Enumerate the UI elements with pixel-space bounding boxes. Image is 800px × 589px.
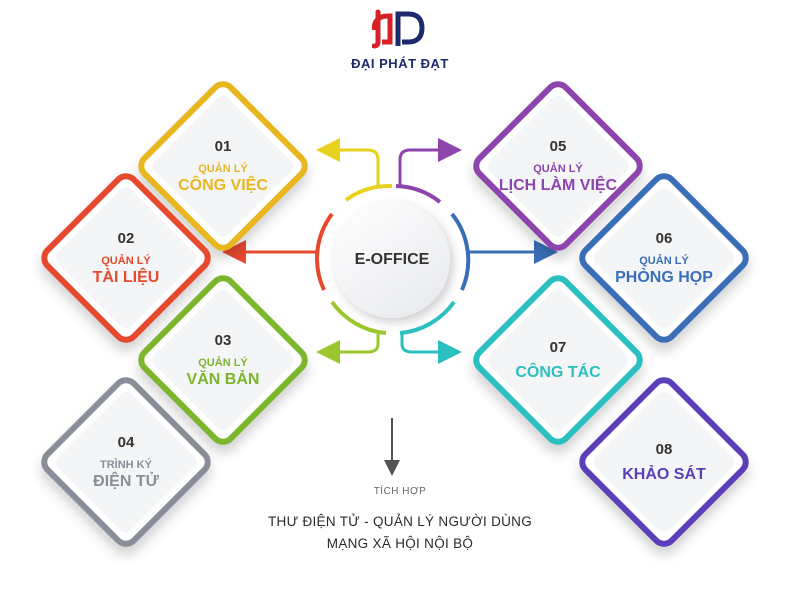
brand-name: ĐẠI PHÁT ĐẠT [351,56,449,71]
arrow-to-05 [398,138,462,186]
module-title: LỊCH LÀM VIỆC [498,176,618,194]
brand-logo: ĐẠI PHÁT ĐẠT [340,8,460,71]
module-title: CÔNG TÁC [515,363,601,381]
module-number: 06 [655,229,673,247]
module-card-07[interactable]: 07 CÔNG TÁC [467,269,649,451]
integration-line-2: MẠNG XÃ HỘI NỘI BỘ [326,536,474,551]
arrow-to-07 [400,334,462,364]
module-card-02[interactable]: 02 QUẢN LÝ TÀI LIỆU [35,167,217,349]
center-label: E-OFFICE [354,251,430,268]
module-card-06[interactable]: 06 QUẢN LÝ PHÒNG HỌP [573,167,755,349]
arrow-to-01 [316,138,380,186]
center-hub: E-OFFICE [334,202,450,318]
module-subtitle: QUẢN LÝ [198,356,248,369]
module-number: 08 [655,440,673,458]
module-subtitle: QUẢN LÝ [198,162,248,175]
module-title: PHÒNG HỌP [615,268,713,286]
module-title: KHẢO SÁT [622,465,706,483]
module-card-01[interactable]: 01 QUẢN LÝ CÔNG VIỆC [132,75,314,257]
module-title: CÔNG VIỆC [178,176,268,194]
module-number: 03 [214,331,232,349]
ring-arc-green [330,300,387,335]
module-title: TÀI LIỆU [92,268,160,286]
module-subtitle: QUẢN LÝ [101,254,151,267]
module-card-04[interactable]: 04 TRÌNH KÝ ĐIỆN TỬ [35,371,217,553]
integration-block: TÍCH HỢP THƯ ĐIỆN TỬ - QUẢN LÝ NGƯỜI DÙN… [200,486,600,555]
module-number: 07 [549,338,567,356]
dpd-logo-icon [372,9,425,49]
integration-line-1: THƯ ĐIỆN TỬ - QUẢN LÝ NGƯỜI DÙNG [267,514,533,529]
ring-arc-yellow [344,183,393,202]
module-title: VĂN BẢN [186,370,260,388]
module-subtitle: QUẢN LÝ [533,162,583,175]
module-card-03[interactable]: 03 QUẢN LÝ VĂN BẢN [132,269,314,451]
module-number: 04 [117,433,135,451]
ring-arc-purple [395,184,442,204]
module-number: 02 [117,229,135,247]
module-subtitle: QUẢN LÝ [639,254,689,267]
ring-arc-teal [399,300,456,335]
module-title: ĐIỆN TỬ [93,472,159,490]
module-subtitle: TRÌNH KÝ [100,458,152,471]
module-number: 01 [214,137,232,155]
arrow-to-03 [316,334,380,364]
module-card-08[interactable]: 08 KHẢO SÁT [573,371,755,553]
integration-caption: TÍCH HỢP [373,486,427,497]
module-number: 05 [549,137,567,155]
module-card-05[interactable]: 05 QUẢN LÝ LỊCH LÀM VIỆC [467,75,649,257]
